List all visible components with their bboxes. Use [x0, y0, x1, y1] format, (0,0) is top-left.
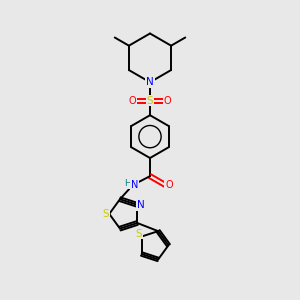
Text: S: S: [135, 229, 142, 238]
Text: O: O: [165, 180, 173, 190]
Text: N: N: [130, 180, 138, 190]
Text: H: H: [124, 179, 131, 188]
Text: S: S: [102, 209, 109, 219]
Text: O: O: [164, 96, 171, 106]
Text: N: N: [146, 77, 154, 87]
Text: N: N: [137, 200, 145, 210]
Text: S: S: [147, 96, 153, 106]
Text: O: O: [129, 96, 136, 106]
